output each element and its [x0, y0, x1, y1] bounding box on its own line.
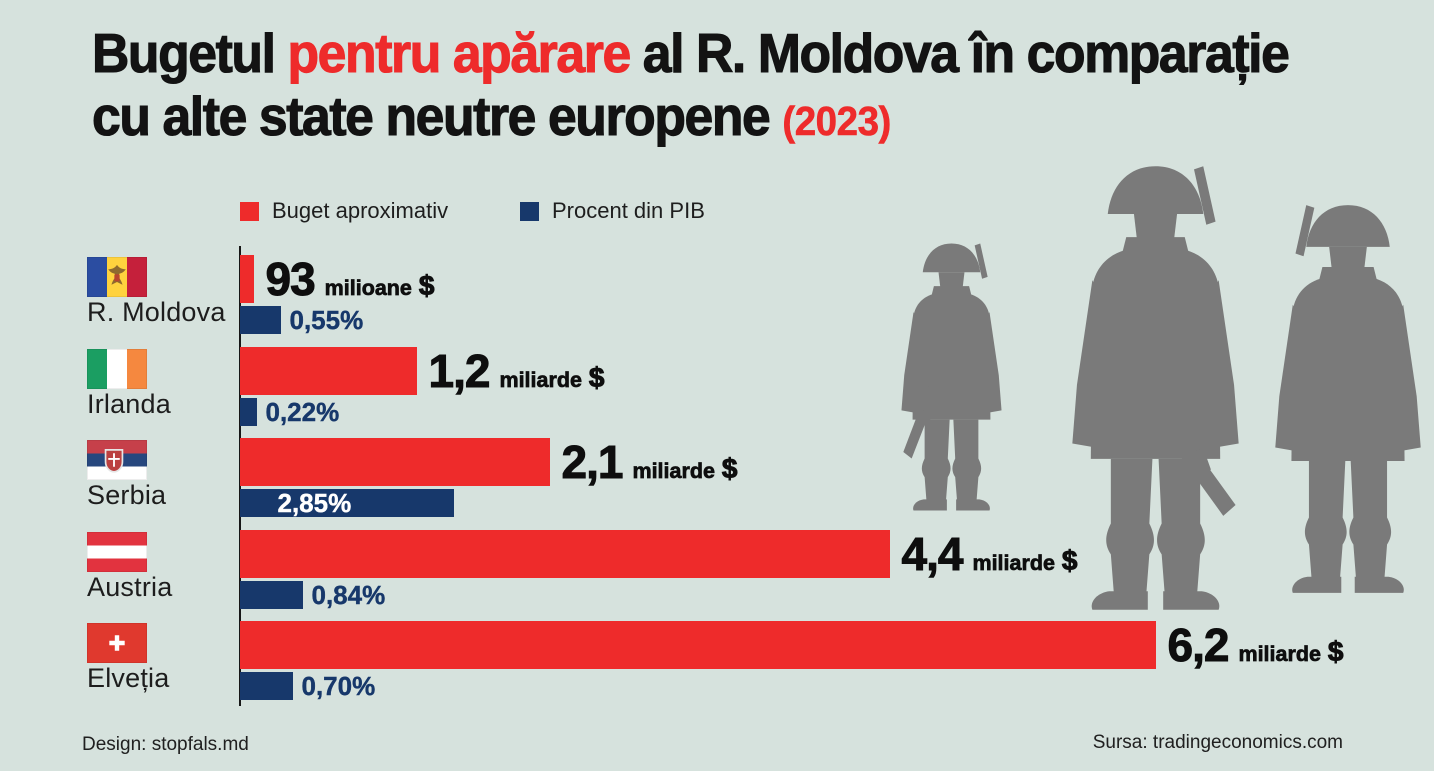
- budget-unit: miliarde: [1238, 642, 1321, 667]
- country-flag-serbia: [87, 440, 147, 480]
- budget-value-label-austria: 4,4 miliarde $: [901, 528, 1078, 580]
- title-line2: cu alte state neutre europene: [91, 84, 783, 147]
- budget-number: 6,2: [1167, 619, 1230, 671]
- legend-label-budget: Buget aproximativ: [272, 198, 449, 223]
- flag-emblem-serbia: [103, 447, 125, 474]
- legend-swatch-pib: [520, 201, 539, 221]
- pib-bar-elvetia: [239, 672, 293, 700]
- pib-label-irlanda: 0,22%: [265, 397, 340, 427]
- budget-bar-elvetia: [239, 621, 1156, 669]
- budget-number: 1,2: [428, 345, 491, 397]
- budget-unit: miliarde: [499, 368, 582, 393]
- budget-bar-austria: [239, 530, 890, 578]
- footer-design-credit: Design: stopfals.md: [82, 734, 249, 755]
- budget-unit: miliarde: [632, 459, 715, 484]
- title-part-black-1: Bugetul: [91, 21, 288, 84]
- budget-value-label-irlanda: 1,2 miliarde $: [428, 345, 605, 397]
- pib-label-austria: 0,84%: [311, 580, 386, 610]
- budget-bar-moldova: [239, 255, 254, 303]
- currency-symbol: $: [418, 270, 435, 302]
- pib-bar-serbia: [239, 489, 454, 517]
- budget-value-label-elvetia: 6,2 miliarde $: [1167, 619, 1344, 671]
- flag-emblem-moldova: [106, 264, 128, 291]
- legend-item-budget: Buget aproximativ: [240, 198, 448, 224]
- pib-bar-irlanda: [239, 398, 257, 426]
- country-label-moldova: R. Moldova: [87, 297, 226, 327]
- country-label-elvetia: Elveția: [87, 663, 170, 693]
- budget-number: 93: [265, 253, 316, 305]
- legend-swatch-budget: [240, 201, 259, 221]
- pib-bar-moldova: [239, 306, 281, 334]
- budget-number: 4,4: [901, 528, 964, 580]
- country-flag-austria: [87, 532, 147, 572]
- pib-label-serbia: 2,85%: [277, 488, 352, 518]
- soldier-silhouette-right: [1247, 197, 1434, 601]
- currency-symbol: $: [588, 362, 605, 394]
- title-part-red: pentru apărare: [287, 21, 632, 84]
- currency-symbol: $: [1061, 545, 1078, 577]
- budget-value-label-moldova: 93 milioane $: [265, 253, 435, 305]
- legend-label-pib: Procent din PIB: [552, 198, 705, 223]
- footer-source-credit: Sursa: tradingeconomics.com: [1092, 732, 1343, 753]
- title-year: (2023): [782, 98, 892, 145]
- country-label-serbia: Serbia: [87, 480, 167, 510]
- country-flag-irlanda: [87, 349, 147, 389]
- country-label-austria: Austria: [87, 572, 173, 602]
- legend-item-pib: Procent din PIB: [520, 198, 705, 224]
- budget-number: 2,1: [561, 436, 624, 488]
- soldier-silhouette-small: [882, 238, 1021, 516]
- pib-label-elvetia: 0,70%: [301, 671, 376, 701]
- flag-emblem-elvetia: [106, 630, 128, 657]
- country-flag-elvetia: [87, 623, 147, 663]
- page-title: Bugetul pentru apărare al R. Moldova în …: [91, 21, 1290, 153]
- budget-value-label-serbia: 2,1 miliarde $: [561, 436, 738, 488]
- currency-symbol: $: [1327, 636, 1344, 668]
- pib-label-moldova: 0,55%: [289, 305, 364, 335]
- country-label-irlanda: Irlanda: [87, 389, 171, 419]
- pib-bar-austria: [239, 581, 303, 609]
- country-flag-moldova: [87, 257, 147, 297]
- budget-unit: milioane: [324, 276, 412, 301]
- budget-bar-irlanda: [239, 347, 417, 395]
- budget-bar-serbia: [239, 438, 550, 486]
- currency-symbol: $: [721, 453, 738, 485]
- budget-unit: miliarde: [972, 551, 1055, 576]
- title-part-black-2: al R. Moldova în comparație: [629, 21, 1290, 84]
